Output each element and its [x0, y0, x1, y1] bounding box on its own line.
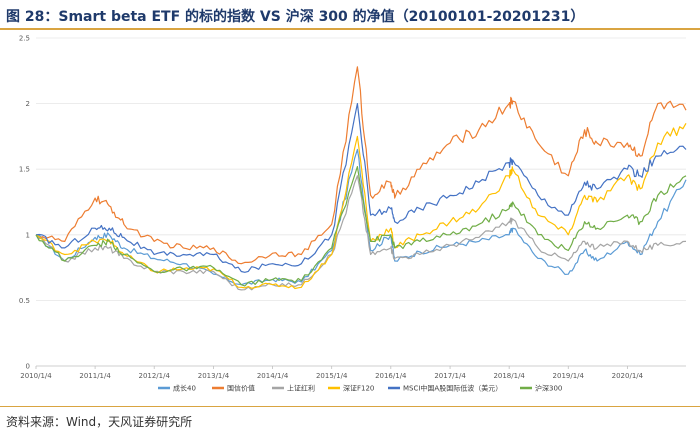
- y-tick-label: 0.5: [19, 297, 30, 305]
- x-tick-label: 2014/1/4: [257, 372, 289, 380]
- series-line: [35, 102, 687, 273]
- y-tick-label: 0: [26, 363, 30, 371]
- series-line: [35, 123, 687, 290]
- legend-label: 国信价值: [227, 384, 255, 393]
- x-tick-label: 2020/1/4: [612, 372, 644, 380]
- x-tick-label: 2016/1/4: [375, 372, 407, 380]
- chart-canvas: 00.511.522.5 2010/1/4 2011/1/4 2012/1/4 201…: [19, 35, 687, 393]
- title-divider: [0, 28, 700, 30]
- line-chart: 0 0.5 1 1.5 2 2.5 2010/1/4 2011/1/4 2012/1/4 201…: [0, 30, 700, 406]
- y-tick-label: 2: [26, 100, 30, 108]
- legend-label: 成长40: [173, 384, 196, 393]
- series-line: [35, 66, 687, 265]
- x-tick-label: 2017/1/4: [434, 372, 466, 380]
- series-line: [35, 175, 687, 291]
- x-tick-label: 2012/1/4: [138, 372, 170, 380]
- x-axis: 2010/1/4 2011/1/4 2012/1/4 2013/1/4 2014/1/4…: [20, 366, 644, 380]
- series-line: [35, 166, 687, 287]
- legend-label: 沪深300: [535, 384, 562, 393]
- figure-title: 图 28：Smart beta ETF 的标的指数 VS 沪深 300 的净值（…: [6, 9, 585, 25]
- legend-label: 上证红利: [287, 384, 315, 393]
- x-tick-label: 2013/1/4: [198, 372, 230, 380]
- series-lines: [35, 66, 687, 291]
- y-tick-label: 1.5: [19, 166, 30, 174]
- legend-label: MSCI中国A股国际低波（美元）: [403, 384, 502, 393]
- x-tick-label: 2019/1/4: [553, 372, 585, 380]
- x-tick-label: 2010/1/4: [20, 372, 52, 380]
- x-tick-label: 2015/1/4: [316, 372, 348, 380]
- source-divider: [0, 406, 700, 407]
- y-axis-ticks: 0 0.5 1 1.5 2 2.5: [19, 35, 30, 371]
- figure-header: 图 28：Smart beta ETF 的标的指数 VS 沪深 300 的净值（…: [0, 0, 700, 30]
- x-tick-label: 2018/1/4: [493, 372, 525, 380]
- y-tick-label: 2.5: [19, 35, 30, 43]
- x-tick-label: 2011/1/4: [79, 372, 111, 380]
- y-tick-label: 1: [26, 231, 30, 239]
- grid-lines: [36, 37, 686, 367]
- source-note: 资料来源：Wind，天风证券研究所: [6, 415, 193, 429]
- legend-label: 深证F120: [343, 384, 374, 393]
- legend: 成长40 国信价值 上证红利 深证F120 MSCI中国A股国际低波（美元） 沪深300: [158, 384, 562, 393]
